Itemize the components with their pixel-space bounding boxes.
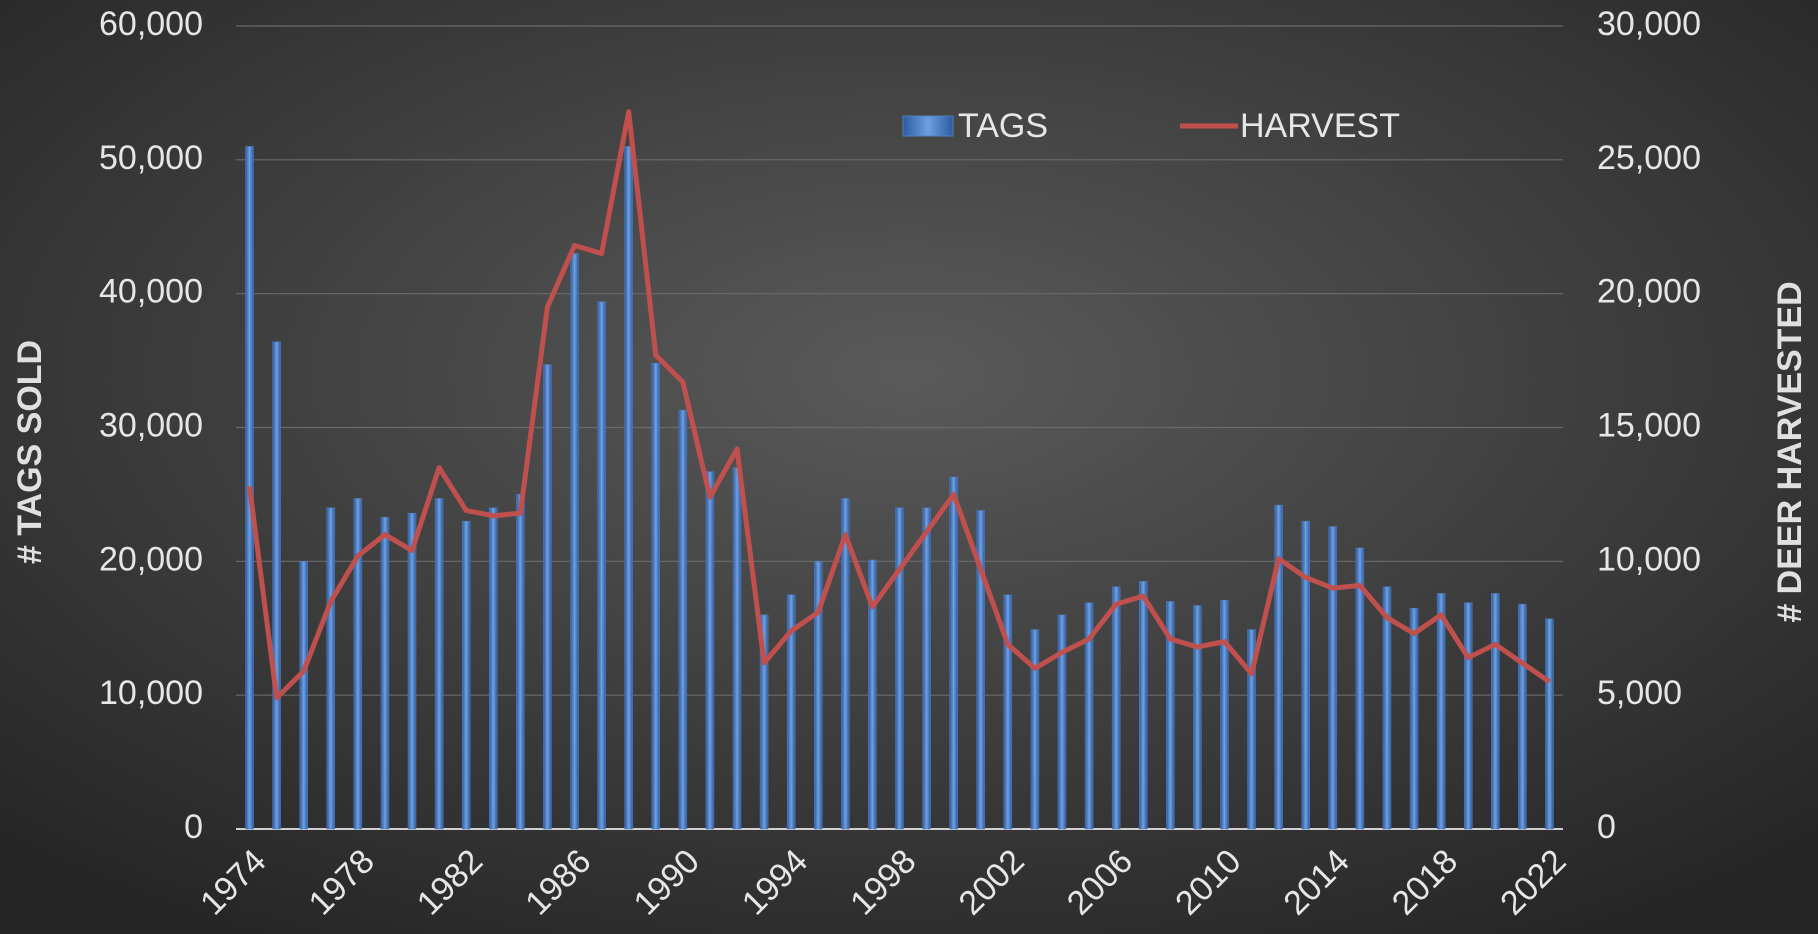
y-tick-label: 20,000 (99, 540, 203, 578)
bar (1057, 614, 1067, 830)
legend-label: TAGS (958, 107, 1048, 145)
bar (759, 614, 769, 830)
y2-tick-label: 10,000 (1597, 540, 1701, 578)
bar (841, 498, 850, 830)
bar (1491, 593, 1500, 830)
bar (1545, 618, 1554, 830)
bar (1111, 586, 1121, 830)
bar (407, 512, 417, 830)
y2-tick-label: 15,000 (1597, 406, 1701, 444)
bar (299, 561, 308, 830)
bar (1193, 605, 1202, 830)
bar (1003, 594, 1013, 830)
y2-tick-label: 20,000 (1597, 273, 1701, 311)
bar (597, 301, 606, 830)
bar (353, 498, 363, 830)
bar (949, 476, 958, 830)
bar (434, 498, 444, 830)
bar (732, 467, 742, 830)
y-tick-label: 10,000 (99, 674, 203, 712)
bar (651, 363, 661, 830)
bar (1138, 581, 1148, 830)
y-axis-title: # TAGS SOLD (11, 340, 49, 564)
bar (461, 520, 471, 830)
bar (705, 471, 715, 830)
bar (1220, 599, 1229, 830)
bar (1355, 547, 1365, 830)
y-tick-label: 30,000 (99, 406, 203, 444)
bar (1166, 601, 1175, 830)
line (247, 109, 1551, 701)
bar (922, 507, 931, 830)
bar (570, 253, 579, 830)
bar (1382, 586, 1392, 830)
bar (1409, 607, 1419, 830)
y2-axis-title: # DEER HARVESTED (1771, 281, 1809, 622)
y-tick-label: 40,000 (99, 273, 203, 311)
bar (814, 561, 823, 830)
bar (976, 510, 985, 830)
bar (1247, 629, 1256, 830)
y2-tick-label: 0 (1597, 808, 1616, 846)
bar (1084, 602, 1094, 830)
bar (1328, 526, 1338, 830)
bar (895, 507, 904, 830)
bar (868, 559, 877, 830)
bar (272, 341, 281, 830)
y-tick-label: 50,000 (99, 139, 203, 177)
legend-swatch (902, 115, 954, 137)
bar (543, 364, 552, 830)
y2-tick-label: 5,000 (1597, 674, 1682, 712)
y-tick-label: 60,000 (99, 5, 203, 43)
bar (624, 146, 633, 830)
bar (1463, 602, 1473, 830)
bar (326, 507, 336, 830)
bar (1301, 520, 1310, 830)
y2-tick-label: 30,000 (1597, 5, 1701, 43)
bar (1030, 629, 1040, 830)
bar (380, 516, 390, 830)
bar (786, 594, 796, 830)
bar (1274, 504, 1283, 830)
y-tick-label: 0 (184, 808, 203, 846)
bar (489, 507, 498, 830)
legend-label: HARVEST (1240, 107, 1400, 145)
bar (516, 494, 525, 830)
y2-tick-label: 25,000 (1597, 139, 1701, 177)
bar (1436, 593, 1446, 830)
bar (1518, 603, 1527, 830)
bar (678, 409, 688, 830)
